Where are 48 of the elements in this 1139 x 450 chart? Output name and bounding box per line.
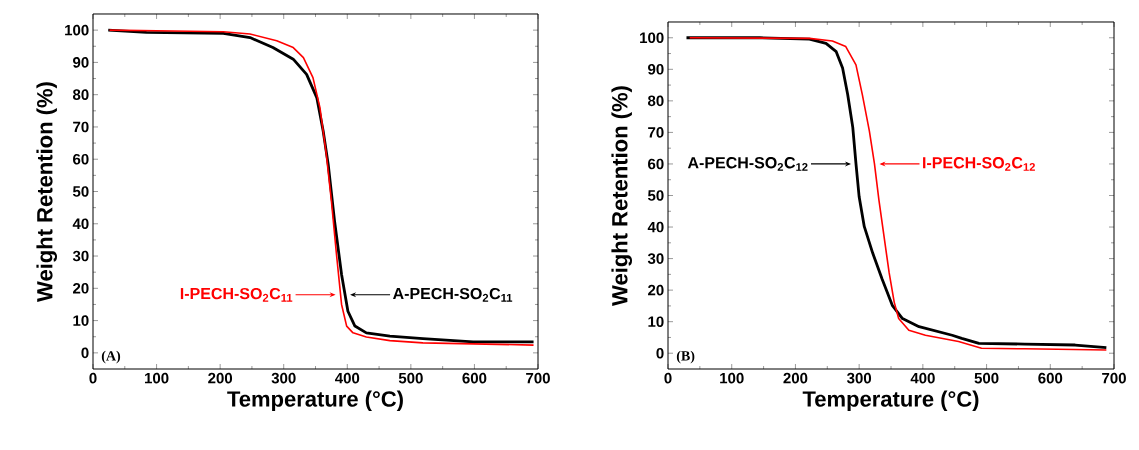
x-tick-label: 200 (208, 372, 233, 384)
y-tick-label: 60 (648, 158, 664, 170)
x-tick-label: 100 (145, 372, 169, 384)
x-tick-label: 600 (1038, 372, 1063, 384)
y-tick-label: 100 (65, 24, 89, 36)
y-tick-label: 90 (648, 64, 664, 75)
x-tick-label: 400 (910, 372, 935, 384)
annotation: (A) (101, 350, 121, 364)
x-tick-label: 100 (720, 372, 744, 384)
y-tick-label: 40 (647, 221, 664, 233)
y-tick-label: 30 (647, 253, 664, 264)
y-tick-label: 10 (648, 316, 664, 327)
text: A-PECH-SO$_{2}$C$_{12}$ (687, 157, 808, 171)
x-tick-label: 300 (846, 372, 872, 384)
y-tick-label: 50 (647, 190, 664, 201)
x-tick-label: 500 (398, 372, 423, 384)
x-axis-title: Temperature (°C) (227, 390, 403, 412)
legend-label: I-PECH-SO$_{2}$C$_{12}$ (923, 157, 1035, 171)
x-tick-label: 600 (462, 372, 487, 384)
x-tick-label: 200 (783, 372, 808, 384)
y-tick-label: 20 (73, 283, 89, 294)
y-tick-label: 80 (72, 89, 89, 100)
y-tick-label: 30 (72, 250, 89, 262)
y-tick-label: 0 (81, 347, 89, 359)
legend-label: I-PECH-SO$_{2}$C$_{11}$ (180, 287, 293, 302)
x-tick-label: 300 (271, 372, 296, 384)
y-tick-label: 40 (72, 218, 89, 230)
y-tick-label: 20 (648, 284, 664, 296)
x-tick-label: 0 (664, 372, 672, 384)
y-tick-label: 0 (656, 347, 664, 359)
annotation: (B) (676, 350, 695, 364)
y-tick-label: 90 (73, 57, 89, 68)
x-tick-label: 400 (335, 372, 360, 384)
x-axis-title: Temperature (°C) (802, 390, 979, 412)
y-tick-label: 50 (72, 186, 89, 197)
x-tick-label: 500 (974, 372, 999, 384)
y-tick-label: 10 (73, 315, 89, 326)
y-tick-label: 70 (73, 121, 89, 133)
y-axis-title: Weight Retention (%) (611, 86, 633, 306)
y-tick-label: 100 (640, 32, 664, 44)
y-axis-title: Weight Retention (%) (36, 82, 58, 302)
y-tick-label: 60 (73, 153, 89, 165)
x-tick-label: 700 (526, 372, 550, 384)
text: A-PECH-SO$_{2}$C$_{11}$ (392, 287, 513, 302)
y-tick-label: 80 (647, 95, 664, 107)
x-tick-label: 700 (1102, 372, 1126, 384)
y-tick-label: 70 (648, 127, 664, 138)
x-tick-label: 0 (89, 372, 97, 384)
